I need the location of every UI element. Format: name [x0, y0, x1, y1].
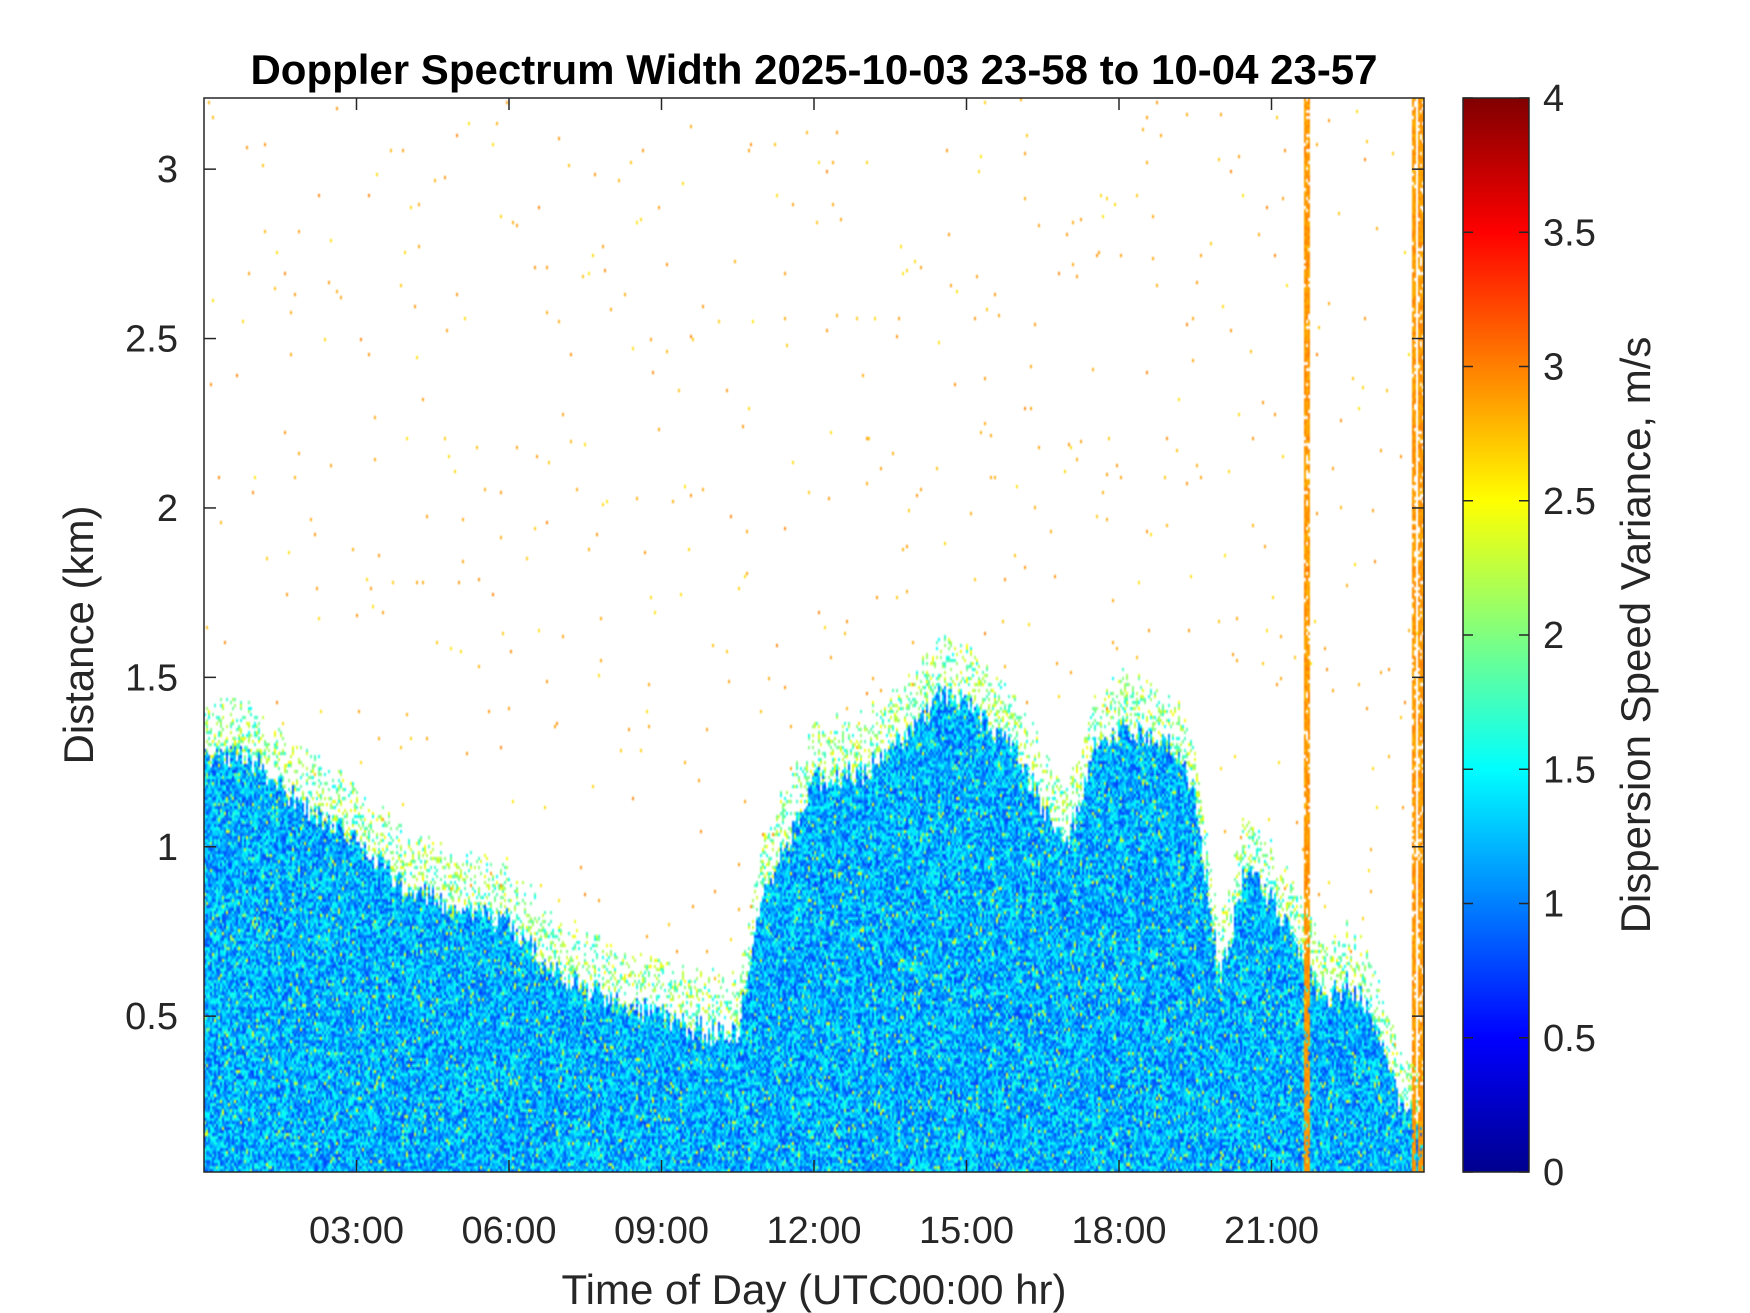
colorbar-ticks: 0 0.5 1 1.5 2 2.5 3 3.5 4 — [1463, 78, 1596, 1194]
plot-area: 03:00 06:00 09:00 12:00 15:00 18:00 21:00 0.5 1… — [125, 97, 1425, 1252]
x-tick-label: 09:00 — [614, 1210, 709, 1252]
colorbar: 0 0.5 1 1.5 2 2.5 3 3.5 4 — [1462, 78, 1596, 1194]
y-tick-label: 2.5 — [125, 319, 178, 361]
y-tick-label: 2 — [157, 488, 178, 530]
x-axis-label: Time of Day (UTC00:00 hr) — [562, 1266, 1067, 1313]
x-axis-ticks: 03:00 06:00 09:00 12:00 15:00 18:00 21:00 — [309, 98, 1319, 1252]
colorbar-tick-label: 3.5 — [1543, 212, 1596, 254]
y-tick-label: 3 — [157, 149, 178, 191]
y-tick-label: 1 — [157, 827, 178, 869]
x-tick-label: 03:00 — [309, 1210, 404, 1252]
x-tick-label: 21:00 — [1224, 1210, 1319, 1252]
y-axis-label: Distance (km) — [55, 505, 102, 764]
colorbar-tick-label: 2.5 — [1543, 481, 1596, 523]
plot-frame — [203, 97, 1425, 1173]
colorbar-tick-label: 4 — [1543, 78, 1564, 120]
colorbar-tick-label: 0 — [1543, 1152, 1564, 1194]
colorbar-tick-label: 1 — [1543, 884, 1564, 926]
x-tick-label: 15:00 — [919, 1210, 1014, 1252]
y-tick-label: 1.5 — [125, 657, 178, 699]
colorbar-label: Dispersion Speed Variance, m/s — [1612, 337, 1659, 934]
x-tick-label: 18:00 — [1071, 1210, 1166, 1252]
x-tick-label: 12:00 — [766, 1210, 861, 1252]
y-axis-ticks: 0.5 1 1.5 2 2.5 3 — [125, 149, 1424, 1038]
colorbar-tick-label: 2 — [1543, 615, 1564, 657]
chart-title: Doppler Spectrum Width 2025-10-03 23-58 … — [250, 46, 1377, 93]
colorbar-tick-label: 3 — [1543, 347, 1564, 389]
colorbar-tick-label: 0.5 — [1543, 1018, 1596, 1060]
heatmap-image — [204, 98, 1424, 1172]
y-tick-label: 0.5 — [125, 996, 178, 1038]
colorbar-gradient — [1463, 98, 1529, 1172]
x-tick-label: 06:00 — [461, 1210, 556, 1252]
colorbar-tick-label: 1.5 — [1543, 749, 1596, 791]
